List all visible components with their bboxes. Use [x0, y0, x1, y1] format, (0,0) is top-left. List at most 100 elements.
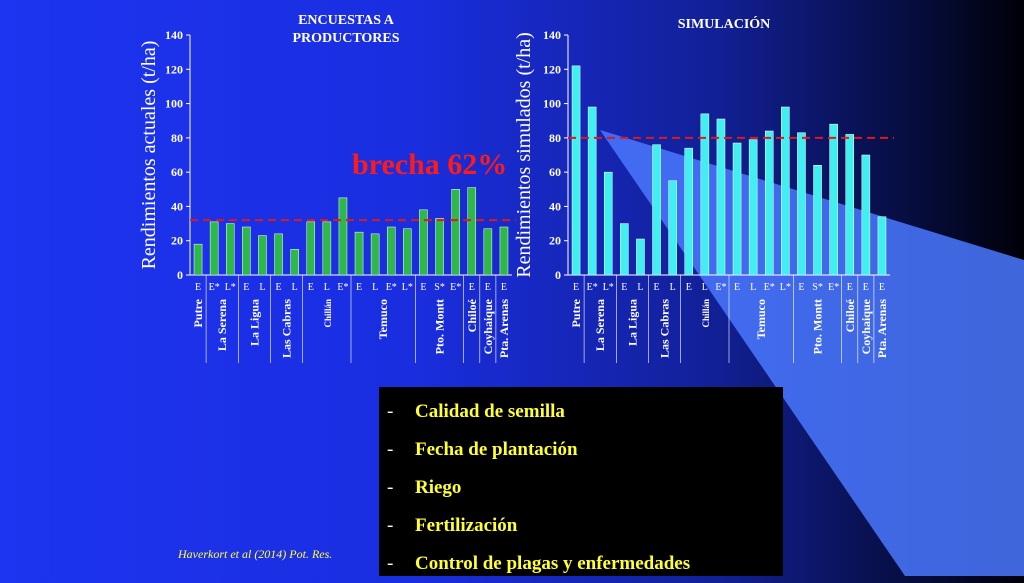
bar [668, 180, 677, 276]
bullet-dash: - [387, 439, 394, 460]
category-label: E* [337, 282, 348, 293]
category-label: E* [386, 282, 397, 293]
group-label: Putre [569, 298, 583, 327]
bar [813, 165, 822, 276]
category-label: E [469, 282, 475, 293]
y-tick-label: 100 [165, 97, 183, 111]
brecha-label: brecha 62% [352, 148, 508, 181]
category-label: L* [780, 282, 791, 293]
chart-title: PRODUCTORES [292, 31, 399, 46]
category-label: E [621, 282, 627, 293]
category-label: E* [715, 282, 726, 293]
factor-label: Riego [415, 477, 462, 498]
y-tick-label: 40 [171, 199, 183, 213]
category-label: E [847, 282, 853, 293]
bar [499, 226, 509, 276]
y-tick-label: 120 [543, 62, 561, 76]
category-label: E [798, 282, 804, 293]
category-label: L [372, 282, 378, 293]
category-label: L [637, 282, 643, 293]
citation: Haverkort et al (2014) Pot. Res. [178, 547, 333, 561]
bar [338, 197, 348, 276]
factors-box: - Calidad de semilla - Fecha de plantación… [379, 387, 783, 576]
bar [684, 147, 694, 276]
bar [435, 218, 444, 276]
y-axis-label: Rendimientos simulados (t/ha) [513, 32, 535, 278]
group-label: Chillán [701, 299, 711, 328]
category-label: L [292, 282, 298, 293]
bar [587, 106, 597, 276]
bar [354, 231, 364, 276]
chart-title: SIMULACIÓN [678, 15, 771, 32]
category-label: E [686, 282, 692, 293]
group-label: La Serena [215, 299, 229, 351]
bar [209, 221, 219, 276]
bar [483, 228, 493, 276]
y-tick-label: 40 [549, 199, 561, 213]
category-label: E [356, 282, 362, 293]
y-tick-label: 80 [549, 131, 561, 145]
bar [451, 189, 460, 276]
bar [290, 249, 299, 276]
category-label: E [653, 282, 659, 293]
group-label: Coyhaique [481, 298, 495, 354]
category-label: L [324, 282, 330, 293]
group-label: Las Cabras [658, 299, 672, 358]
y-tick-label: 120 [165, 62, 183, 76]
category-label: E [243, 282, 249, 293]
category-label: L* [225, 282, 236, 293]
y-axis-label: Rendimientos actuales (t/ha) [138, 41, 160, 270]
y-tick-label: 20 [549, 234, 561, 248]
category-label: E [195, 282, 201, 293]
category-label: E* [828, 282, 839, 293]
category-label: E* [587, 282, 598, 293]
factor-label: Fertilización [415, 515, 518, 536]
group-label: Temuco [376, 299, 390, 339]
category-label: L [670, 282, 676, 293]
bullet-dash: - [387, 477, 394, 498]
bar [242, 226, 251, 276]
group-label: La Ligua [625, 299, 639, 346]
bar [861, 154, 871, 276]
group-label: Coyhaique [859, 298, 873, 354]
bar [571, 65, 581, 276]
category-label: E [573, 282, 579, 293]
bar [274, 233, 283, 276]
group-label: La Serena [593, 299, 607, 351]
chart-title: ENCUESTAS A [298, 13, 395, 28]
group-label: Chiloé [843, 298, 857, 332]
chart-encuestas: ENCUESTAS A PRODUCTORES Rendimientos actua… [138, 13, 516, 363]
category-label: S* [434, 282, 445, 293]
bar [419, 209, 428, 276]
chart-simulacion: SIMULACIÓN Rendimientos simulados (t/ha) 0… [513, 15, 894, 363]
category-label: E* [209, 282, 220, 293]
category-label: E [863, 282, 869, 293]
bar [258, 235, 267, 276]
bar [370, 233, 380, 276]
bar [700, 113, 710, 276]
factor-label: Fecha de plantación [415, 439, 578, 460]
bar [845, 134, 855, 276]
factor-item: - Fecha de plantación [387, 431, 783, 469]
y-tick-label: 140 [543, 28, 561, 42]
bar [652, 144, 661, 276]
bar [877, 216, 887, 276]
factor-item: - Calidad de semilla [387, 393, 783, 431]
factors-list: - Calidad de semilla - Fecha de plantación… [379, 387, 783, 583]
group-label: Temuco [754, 299, 768, 339]
group-label: Las Cabras [280, 299, 294, 358]
y-tick-label: 20 [171, 234, 183, 248]
bar [225, 223, 235, 276]
y-tick-label: 60 [549, 165, 561, 179]
bar [781, 106, 790, 276]
y-tick-label: 100 [543, 97, 561, 111]
group-label: Pto. Montt [433, 299, 447, 354]
category-label: L [750, 282, 756, 293]
bullet-dash: - [387, 401, 394, 422]
group-label: Pta. Arenas [497, 299, 511, 358]
bar [193, 243, 203, 276]
group-label: Pto. Montt [811, 299, 825, 354]
bar [829, 123, 838, 276]
bullet-dash: - [387, 553, 394, 574]
